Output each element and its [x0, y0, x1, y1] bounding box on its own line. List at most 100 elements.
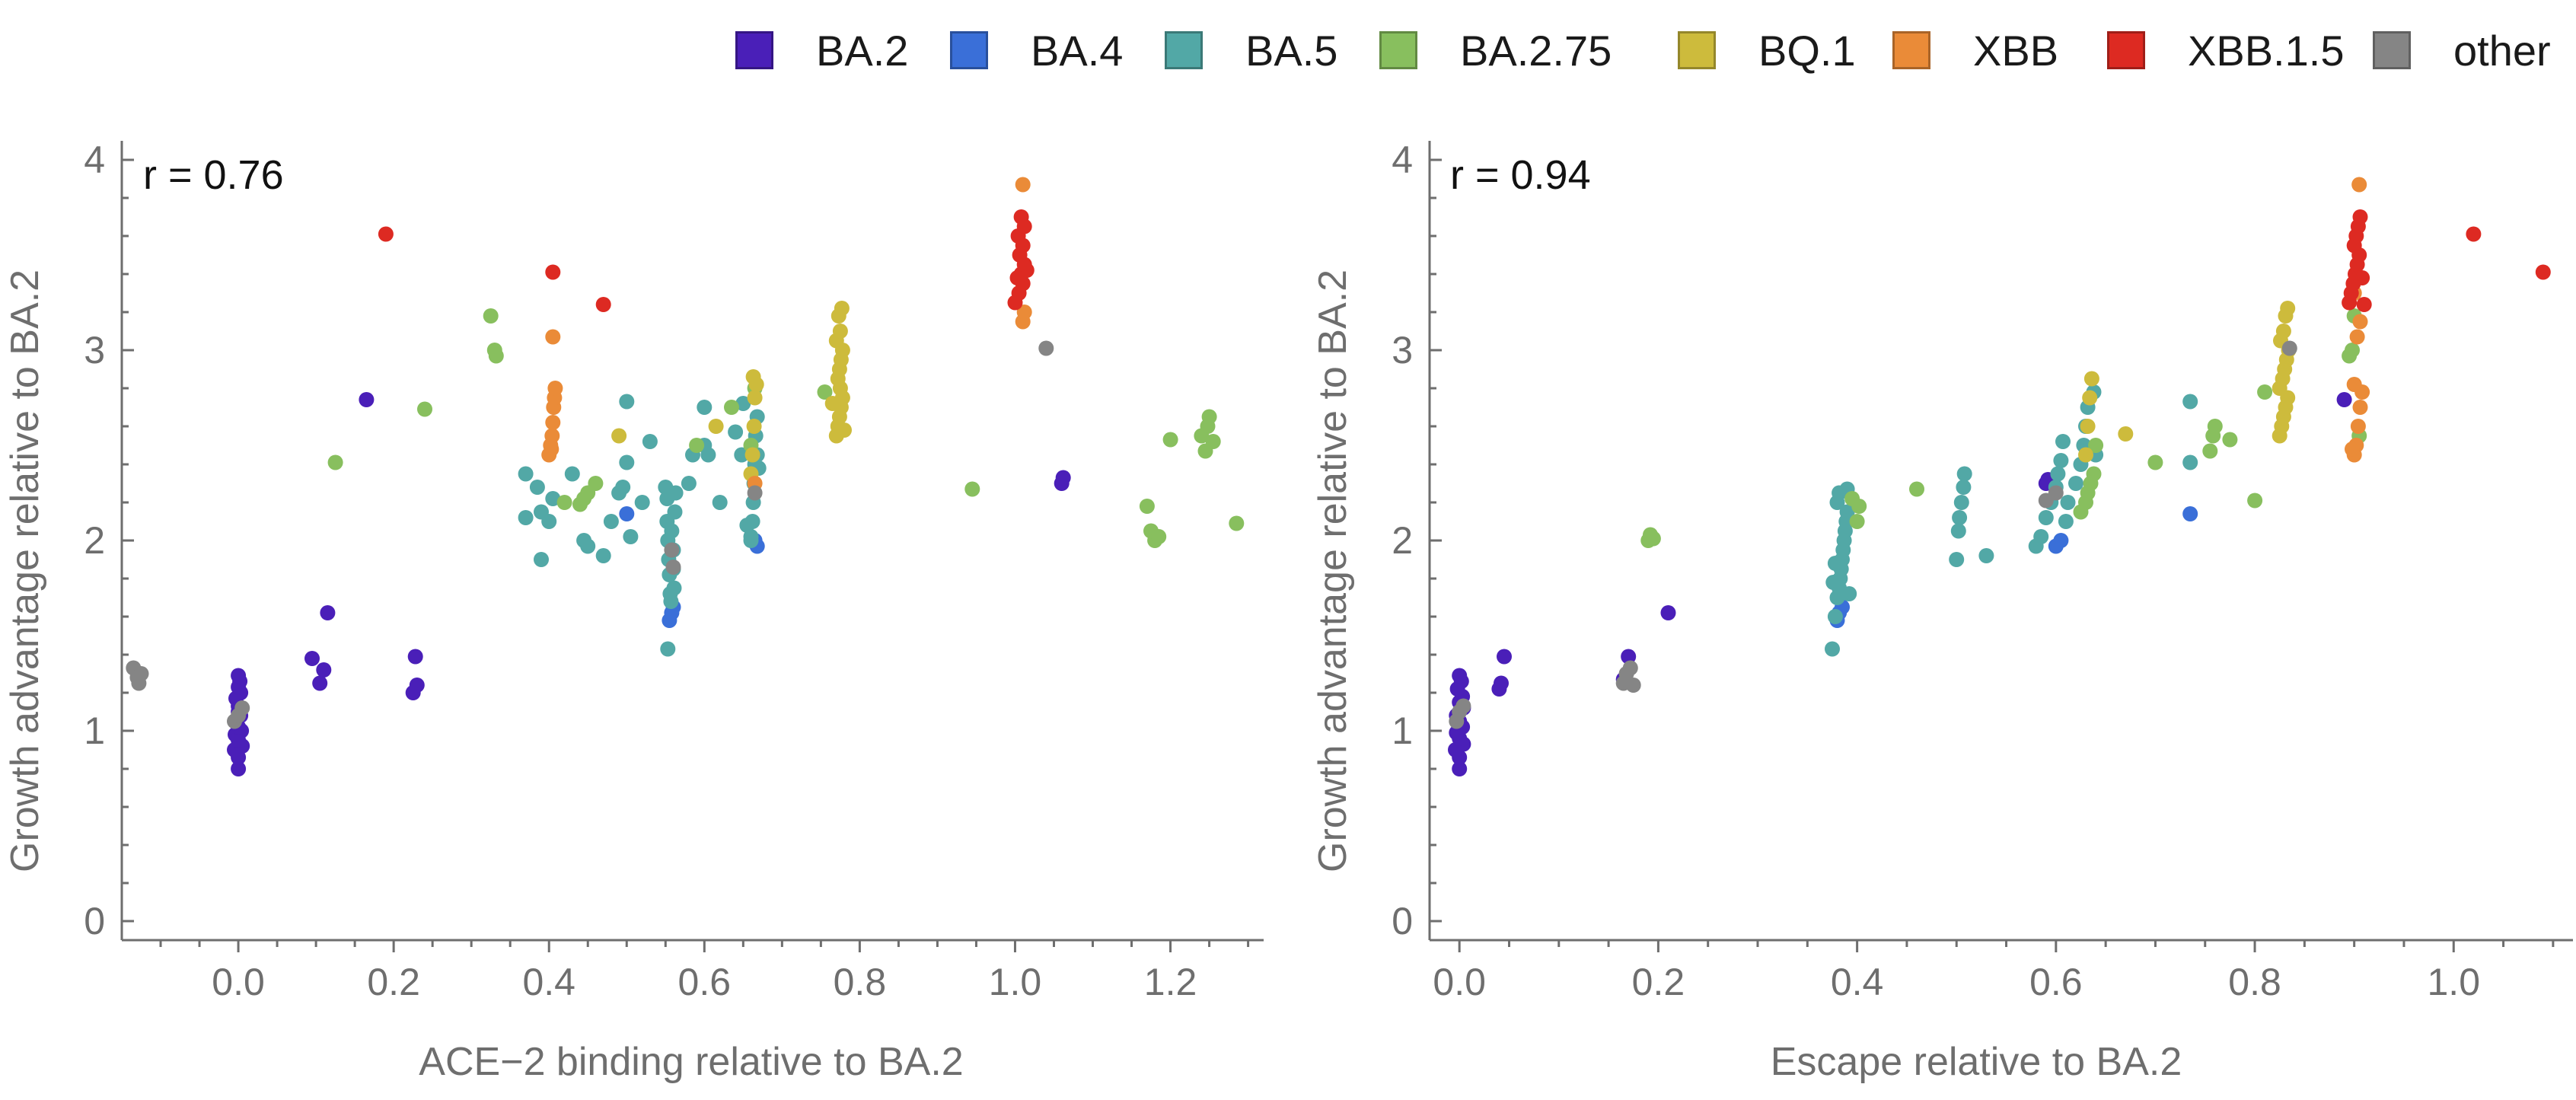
legend-swatch — [1165, 31, 1203, 69]
ace2-series-bq-1 — [611, 301, 852, 482]
data-point — [1956, 466, 1972, 482]
data-point — [2281, 340, 2297, 356]
ace2-x-tick-label: 0.2 — [367, 961, 420, 1003]
data-point — [2068, 476, 2083, 491]
data-point — [316, 662, 332, 678]
data-point — [1013, 209, 1029, 225]
legend-swatch — [1892, 31, 1930, 69]
data-point — [664, 542, 680, 558]
legend-swatch — [1678, 31, 1716, 69]
data-point — [634, 495, 650, 510]
data-point — [1952, 510, 1968, 525]
data-point — [734, 447, 750, 463]
escape-series-ba-5 — [1825, 384, 2198, 657]
data-point — [2207, 419, 2223, 434]
data-point — [2182, 394, 2198, 410]
data-point — [1841, 586, 1857, 601]
escape-x-tick-label: 0.0 — [1433, 961, 1486, 1003]
data-point — [2055, 434, 2071, 449]
data-point — [1452, 668, 1468, 684]
data-point — [1139, 499, 1155, 514]
data-point — [2147, 454, 2163, 470]
data-point — [1452, 761, 1468, 776]
ace2-series-other — [126, 340, 1054, 729]
data-point — [1229, 515, 1245, 531]
data-point — [663, 594, 679, 609]
data-point — [2082, 390, 2098, 406]
data-point — [1839, 504, 1855, 520]
data-point — [619, 454, 635, 470]
data-point — [2083, 371, 2099, 387]
data-point — [1621, 649, 1637, 665]
data-point — [518, 466, 534, 482]
data-point — [1009, 270, 1025, 285]
legend-label: BQ.1 — [1758, 26, 1856, 75]
escape-x-axis-label: Escape relative to BA.2 — [1771, 1040, 2182, 1084]
data-point — [619, 506, 635, 521]
legend-label: BA.2.75 — [1460, 26, 1612, 75]
data-point — [2058, 514, 2074, 529]
legend-item-ba-5: BA.5 — [1165, 27, 1337, 75]
escape-y-tick-label: 4 — [1392, 139, 1413, 181]
escape-correlation-label: r = 0.94 — [1450, 152, 1591, 198]
legend-label: other — [2453, 26, 2551, 75]
data-point — [2247, 493, 2263, 509]
legend-item-bq-1: BQ.1 — [1678, 26, 1856, 75]
data-point — [1827, 556, 1843, 571]
escape-x-tick-label: 0.8 — [2228, 961, 2281, 1003]
data-point — [2088, 438, 2104, 453]
data-point — [2275, 324, 2291, 339]
data-point — [832, 324, 848, 339]
data-point — [1151, 529, 1167, 544]
legend-item-xbb: XBB — [1892, 27, 2058, 75]
data-point — [409, 678, 425, 693]
data-point — [312, 675, 328, 691]
ace2-y-tick-label: 0 — [84, 900, 105, 942]
data-point — [1055, 470, 1071, 486]
data-point — [739, 518, 755, 533]
data-point — [735, 396, 751, 411]
ace2-y-tick-label: 2 — [84, 519, 105, 562]
data-point — [1825, 575, 1841, 590]
data-point — [1660, 605, 1676, 620]
data-point — [359, 392, 375, 407]
legend-label: BA.2 — [816, 26, 909, 75]
data-point — [1949, 552, 1965, 567]
data-point — [623, 529, 639, 544]
data-point — [664, 523, 680, 539]
legend-item-ba-2: BA.2 — [735, 26, 909, 75]
data-point — [689, 438, 705, 453]
ace2-x-tick-label: 1.2 — [1144, 961, 1197, 1003]
data-point — [2182, 454, 2198, 470]
data-point — [1956, 480, 1972, 495]
legend-item-xbb-1-5: XBB.1.5 — [2107, 27, 2344, 75]
ace2-y-tick-label: 3 — [84, 329, 105, 371]
legend-swatch — [2107, 31, 2145, 69]
data-point — [2202, 443, 2218, 459]
data-point — [2182, 506, 2198, 521]
data-point — [2048, 485, 2064, 501]
data-point — [1015, 177, 1031, 193]
data-point — [483, 308, 499, 324]
ace2-binding-scatter-plot: ACE−2 binding relative to BA.2 Growth ad… — [3, 139, 1264, 1084]
data-point — [712, 495, 728, 510]
data-point — [534, 552, 549, 567]
data-point — [603, 514, 619, 529]
data-point — [2053, 533, 2069, 548]
legend-swatch — [1379, 31, 1417, 69]
data-point — [1645, 531, 1661, 547]
ace2-series-xbb — [541, 177, 1032, 491]
data-point — [545, 491, 561, 506]
data-point — [619, 394, 635, 410]
data-point — [697, 400, 713, 415]
data-point — [545, 264, 561, 280]
data-point — [488, 348, 504, 364]
data-point — [1205, 434, 1221, 449]
escape-y-tick-label: 3 — [1392, 329, 1413, 371]
ace2-x-tick-label: 1.0 — [989, 961, 1042, 1003]
data-point — [1978, 548, 1994, 563]
data-point — [541, 514, 557, 529]
legend: BA.2 BA.4 BA.5 BA.2.75 BQ.1 XBB XBB.1.5 other — [0, 0, 2576, 107]
data-point — [544, 442, 560, 457]
